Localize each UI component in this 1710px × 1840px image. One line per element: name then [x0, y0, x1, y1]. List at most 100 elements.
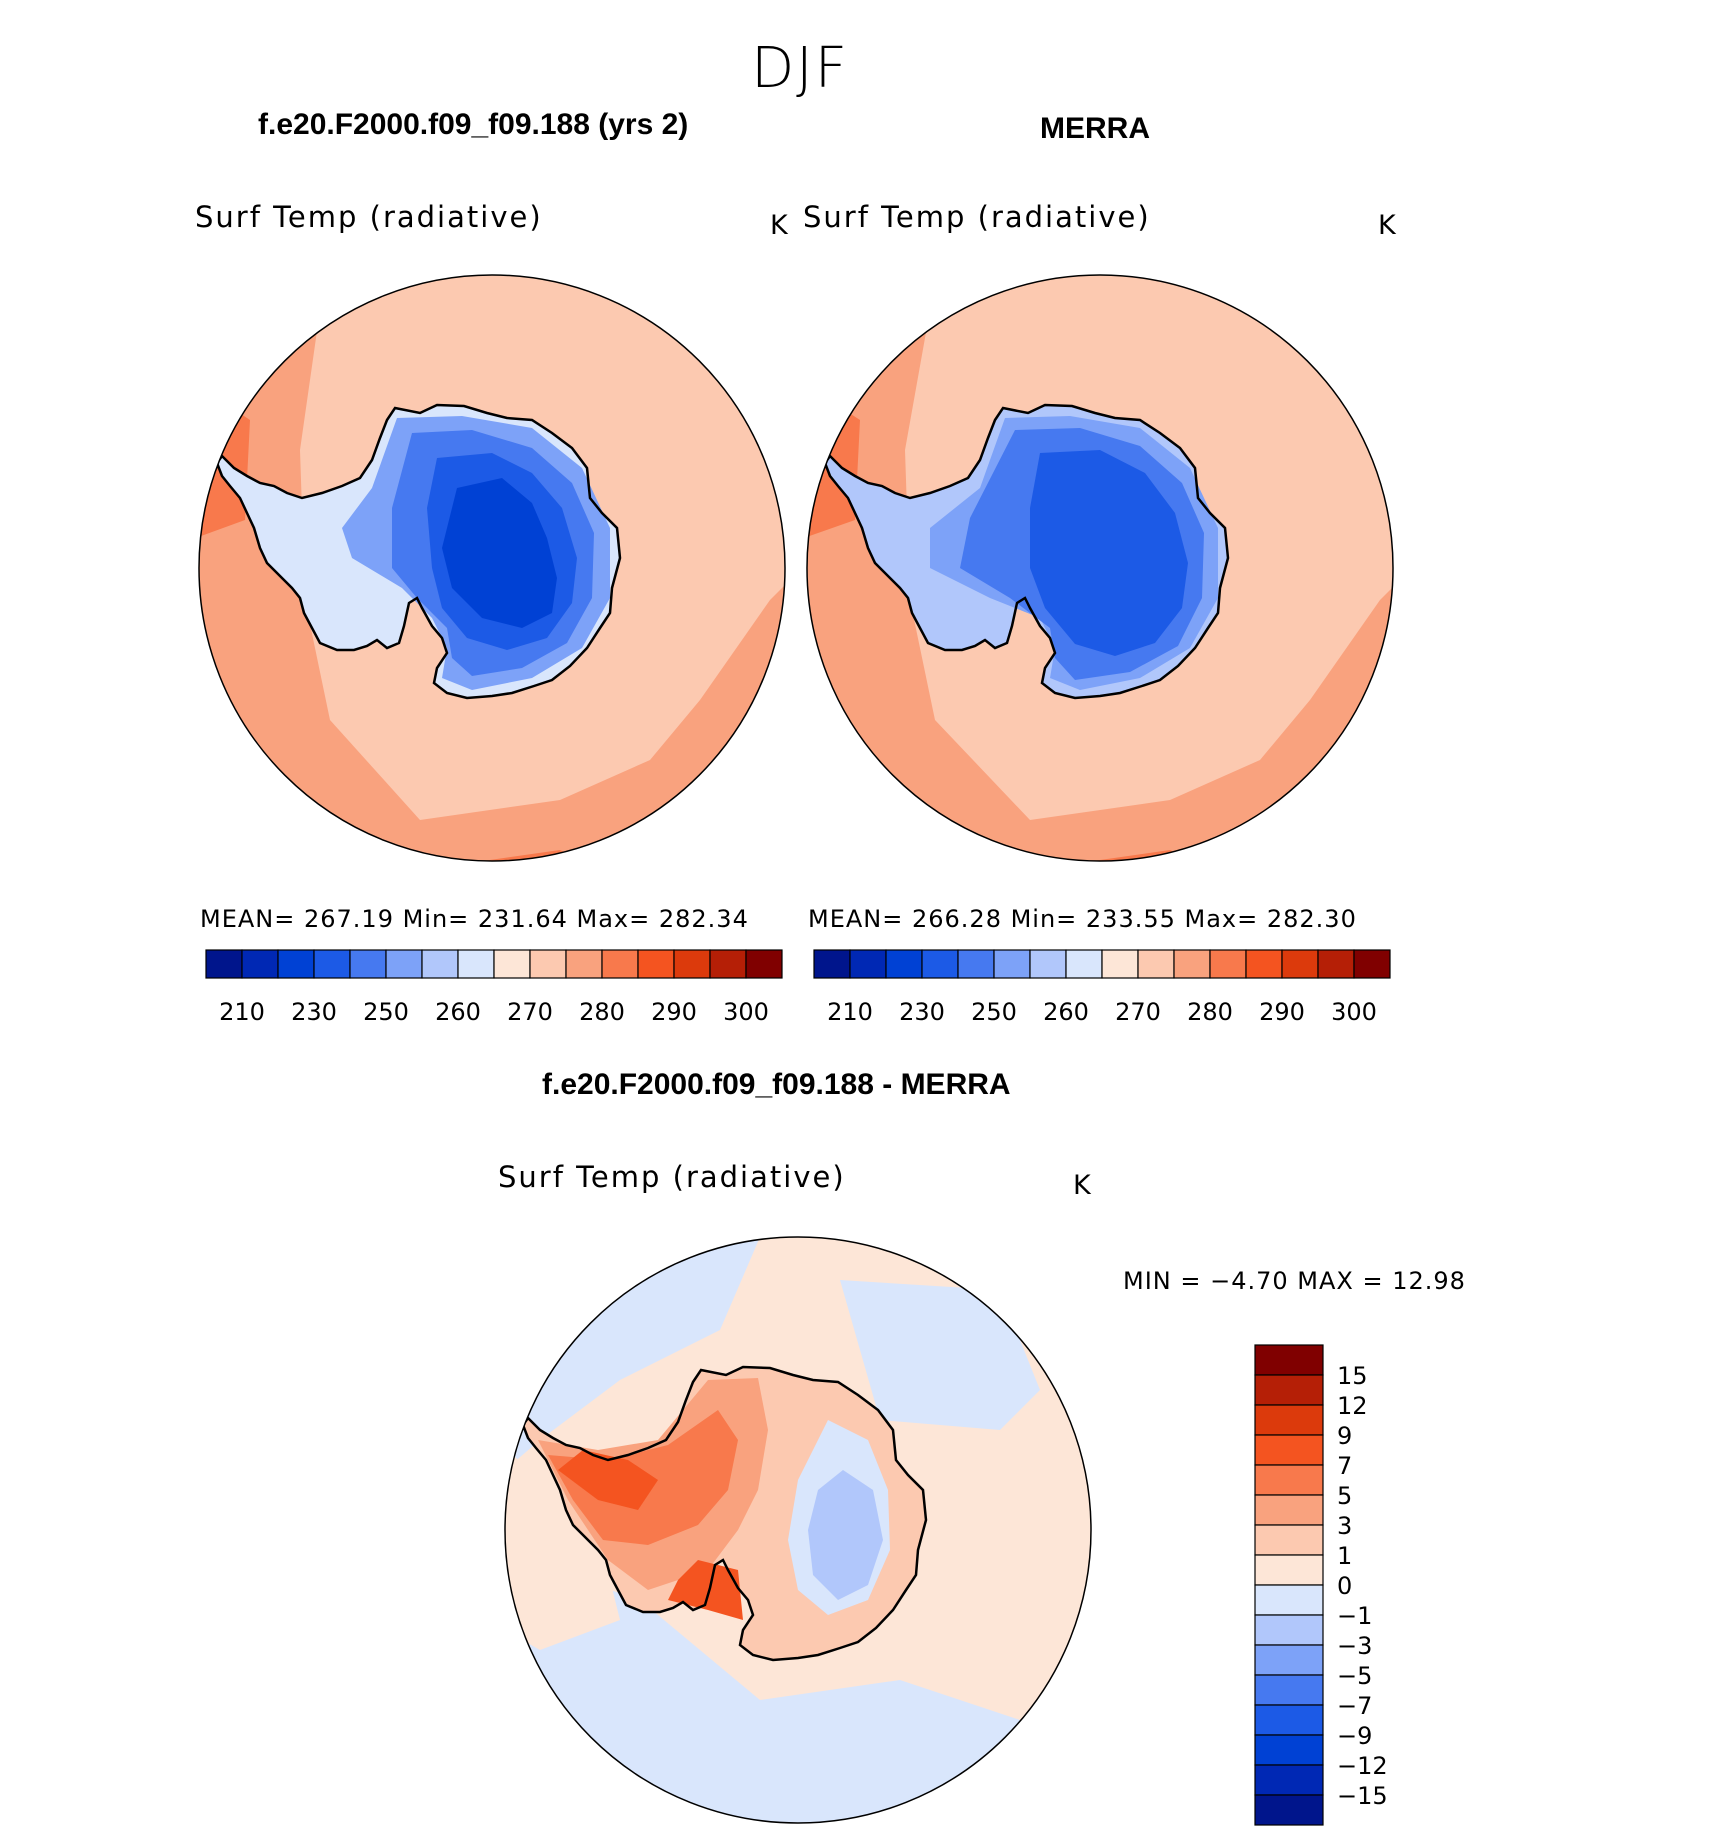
model-stats: MEAN= 267.19 Min= 231.64 Max= 282.34 — [200, 905, 749, 933]
diff-colorbar-tick-label: 15 — [1337, 1362, 1368, 1390]
model-colorbar-swatch — [205, 949, 243, 979]
model-colorbar-tick-label: 230 — [291, 998, 337, 1026]
diff-colorbar-swatch — [1254, 1524, 1324, 1556]
obs-colorbar: 210 230 250 260 270 280 290 300 — [813, 949, 1391, 1026]
model-colorbar-swatch — [421, 949, 459, 979]
model-colorbar-swatch — [565, 949, 603, 979]
diff-colorbar-swatch — [1254, 1704, 1324, 1736]
model-colorbar-swatch — [385, 949, 423, 979]
obs-colorbar-swatch — [957, 949, 995, 979]
obs-colorbar-swatch — [1065, 949, 1103, 979]
obs-colorbar-swatch — [1101, 949, 1139, 979]
diff-colorbar-tick-label: 5 — [1337, 1482, 1352, 1510]
model-colorbar-swatch — [529, 949, 567, 979]
obs-colorbar-tick-label: 280 — [1187, 998, 1233, 1026]
model-colorbar-tick-label: 210 — [219, 998, 265, 1026]
diff-variable-label: Surf Temp (radiative) — [498, 1160, 846, 1194]
model-map-boundary — [198, 274, 786, 862]
obs-colorbar-swatch — [1029, 949, 1067, 979]
obs-colorbar-tick-label: 260 — [1043, 998, 1089, 1026]
figure-title: DJF — [751, 36, 849, 101]
diff-colorbar-swatch — [1254, 1404, 1324, 1436]
model-units: K — [770, 210, 788, 241]
obs-colorbar-tick-label: 210 — [827, 998, 873, 1026]
diff-colorbar-swatch — [1254, 1644, 1324, 1676]
diff-colorbar-swatch — [1254, 1434, 1324, 1466]
model-colorbar-swatch — [673, 949, 711, 979]
obs-case-title: MERRA — [1040, 112, 1150, 145]
obs-colorbar-swatch — [993, 949, 1031, 979]
diff-case-title: f.e20.F2000.f09_f09.188 - MERRA — [542, 1068, 1011, 1101]
diff-colorbar-swatch — [1254, 1554, 1324, 1586]
model-colorbar-tick-label: 260 — [435, 998, 481, 1026]
obs-map-boundary — [806, 274, 1394, 862]
diff-units: K — [1073, 1170, 1091, 1201]
model-colorbar-swatch — [601, 949, 639, 979]
diff-stats: MIN = −4.70 MAX = 12.98 — [1123, 1267, 1466, 1295]
model-colorbar-swatch — [241, 949, 279, 979]
model-colorbar-swatch — [277, 949, 315, 979]
diff-map — [505, 1237, 1091, 1823]
model-colorbar-swatch — [637, 949, 675, 979]
model-colorbar-swatch — [493, 949, 531, 979]
model-colorbar-tick-label: 270 — [507, 998, 553, 1026]
obs-colorbar-swatch — [1281, 949, 1319, 979]
obs-map — [807, 275, 1393, 861]
diff-colorbar-swatch — [1254, 1344, 1324, 1376]
diff-colorbar-swatch — [1254, 1494, 1324, 1526]
obs-units: K — [1378, 210, 1396, 241]
diff-colorbar-tick-label: −7 — [1337, 1692, 1372, 1720]
diff-colorbar-swatch — [1254, 1464, 1324, 1496]
diff-colorbar-tick-label: 12 — [1337, 1392, 1368, 1420]
model-case-title: f.e20.F2000.f09_f09.188 (yrs 2) — [258, 108, 689, 141]
obs-colorbar-swatch — [1209, 949, 1247, 979]
obs-colorbar-swatch — [1317, 949, 1355, 979]
model-colorbar: 210 230 250 260 270 280 290 300 — [205, 949, 783, 1026]
diff-colorbar-swatch — [1254, 1674, 1324, 1706]
diff-colorbar-tick-label: 9 — [1337, 1422, 1352, 1450]
obs-colorbar-swatch — [885, 949, 923, 979]
diff-colorbar-tick-label: 0 — [1337, 1572, 1352, 1600]
diff-colorbar-swatch — [1254, 1614, 1324, 1646]
diff-colorbar-swatch — [1254, 1794, 1324, 1826]
obs-colorbar-swatch — [849, 949, 887, 979]
model-map — [199, 275, 785, 861]
diff-colorbar-tick-label: −1 — [1337, 1602, 1372, 1630]
model-colorbar-swatch — [457, 949, 495, 979]
diff-colorbar-tick-label: −3 — [1337, 1632, 1372, 1660]
diff-colorbar-tick-label: 1 — [1337, 1542, 1352, 1570]
model-colorbar-tick-label: 250 — [363, 998, 409, 1026]
obs-colorbar-tick-label: 230 — [899, 998, 945, 1026]
diff-colorbar-swatch — [1254, 1584, 1324, 1616]
obs-colorbar-swatch — [1173, 949, 1211, 979]
obs-colorbar-tick-label: 270 — [1115, 998, 1161, 1026]
model-colorbar-tick-label: 280 — [579, 998, 625, 1026]
model-colorbar-swatch — [745, 949, 783, 979]
obs-colorbar-tick-label: 290 — [1259, 998, 1305, 1026]
diff-colorbar-swatch — [1254, 1734, 1324, 1766]
obs-colorbar-swatch — [1245, 949, 1283, 979]
obs-colorbar-swatch — [1353, 949, 1391, 979]
diff-map-boundary — [504, 1236, 1092, 1824]
diff-colorbar-swatch — [1254, 1374, 1324, 1406]
obs-colorbar-swatch — [921, 949, 959, 979]
diff-colorbar-tick-label: 7 — [1337, 1452, 1352, 1480]
diff-colorbar-swatch — [1254, 1764, 1324, 1796]
obs-stats: MEAN= 266.28 Min= 233.55 Max= 282.30 — [808, 905, 1357, 933]
diff-colorbar-tick-label: −15 — [1337, 1782, 1388, 1810]
obs-colorbar-tick-label: 300 — [1331, 998, 1377, 1026]
diff-colorbar-tick-label: −9 — [1337, 1722, 1372, 1750]
diff-colorbar-tick-label: −5 — [1337, 1662, 1372, 1690]
obs-variable-label: Surf Temp (radiative) — [803, 200, 1151, 234]
obs-colorbar-tick-label: 250 — [971, 998, 1017, 1026]
model-variable-label: Surf Temp (radiative) — [195, 200, 543, 234]
model-colorbar-tick-label: 300 — [723, 998, 769, 1026]
diff-colorbar-tick-label: −12 — [1337, 1752, 1388, 1780]
model-colorbar-swatch — [349, 949, 387, 979]
model-colorbar-swatch — [313, 949, 351, 979]
model-colorbar-swatch — [709, 949, 747, 979]
obs-colorbar-swatch — [813, 949, 851, 979]
